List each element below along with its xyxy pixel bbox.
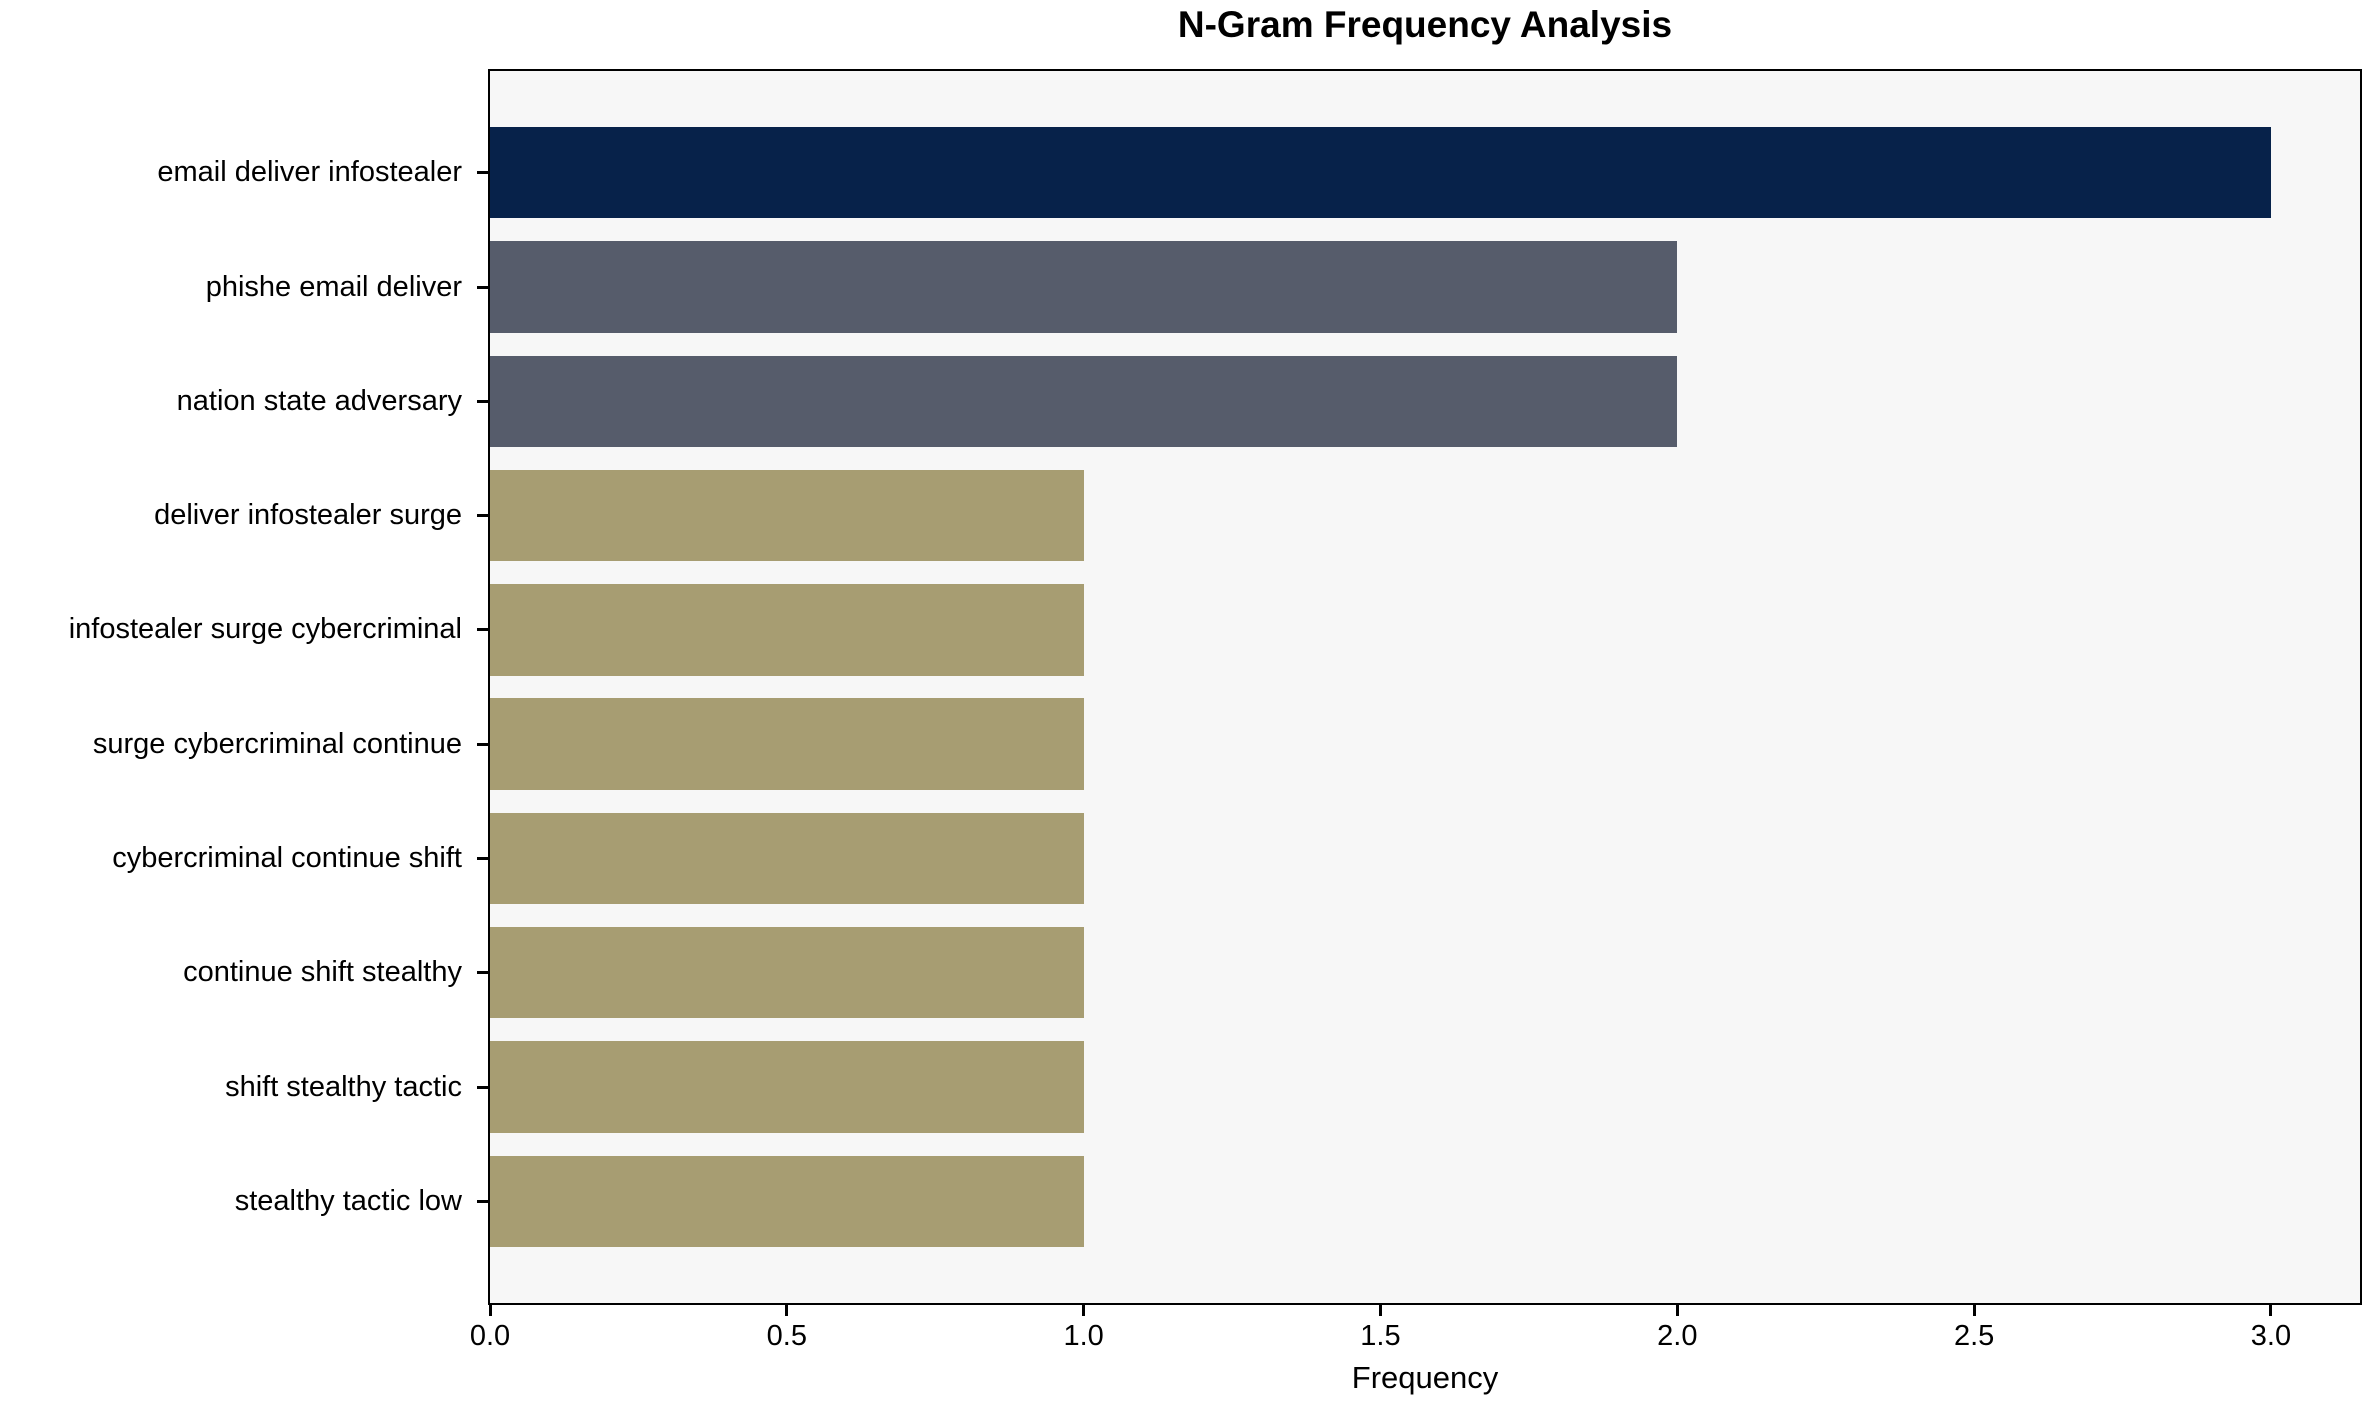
plot-area [488,69,2362,1305]
y-tick-mark [477,514,488,518]
x-tick-mark [785,1305,789,1316]
y-category-label: surge cybercriminal continue [92,727,462,760]
bar-row [490,916,2360,1030]
bar-row [490,1144,2360,1258]
x-tick-label: 3.0 [2250,1320,2292,1352]
y-tick-mark [477,628,488,632]
y-category-label: shift stealthy tactic [225,1070,462,1103]
bar-5 [490,584,1084,676]
bar-1 [490,127,2271,219]
bar-9 [490,1041,1084,1133]
y-tick-mark [477,856,488,860]
x-tick-mark [488,1305,492,1316]
bar-row [490,230,2360,344]
bar-4 [490,469,1084,562]
bar-2 [490,241,1678,333]
y-tick-mark [477,399,488,403]
x-tick-label: 2.5 [1953,1320,1995,1352]
y-category-label: continue shift stealthy [183,956,462,989]
y-category-label: cybercriminal continue shift [112,841,462,874]
bar-7 [490,812,1084,905]
bar-row [490,573,2360,687]
chart-title: N-Gram Frequency Analysis [1177,4,1673,45]
x-tick-label: 1.0 [1063,1320,1104,1352]
bar-row [490,344,2360,458]
y-category-label: stealthy tactic low [234,1184,462,1217]
bar-row [490,801,2360,915]
y-tick-mark [477,171,488,175]
y-category-label: infostealer surge cybercriminal [68,613,462,646]
y-category-label: email deliver infostealer [157,156,462,189]
y-tick-mark [477,971,488,975]
y-axis-labels: email deliver infostealer phishe email de… [0,71,462,1303]
y-category-label: deliver infostealer surge [154,499,462,532]
bar-row [490,1030,2360,1144]
bars-container [490,71,2360,1303]
y-category-label: phishe email deliver [205,270,462,303]
x-tick-mark [1378,1305,1382,1316]
y-tick-mark [477,1199,488,1203]
bar-6 [490,698,1084,790]
x-tick-mark [2269,1305,2273,1316]
bar-8 [490,927,1084,1019]
bar-row [490,116,2360,230]
y-tick-mark [477,1085,488,1089]
x-tick-label: 0.5 [766,1320,807,1352]
bar-10 [490,1155,1084,1247]
x-tick-mark [1675,1305,1679,1316]
x-tick-label: 1.5 [1360,1320,1401,1352]
y-tick-mark [477,742,488,746]
bar-row [490,458,2360,572]
x-axis-label: Frequency [1351,1360,1499,1395]
x-tick-label: 2.0 [1657,1320,1698,1352]
bar-row [490,687,2360,801]
x-tick-mark [1082,1305,1086,1316]
x-tick-mark [1972,1305,1976,1316]
x-tick-label: 0.0 [469,1320,511,1352]
y-tick-mark [477,285,488,289]
bar-3 [490,355,1678,447]
y-category-label: nation state adversary [176,384,462,417]
